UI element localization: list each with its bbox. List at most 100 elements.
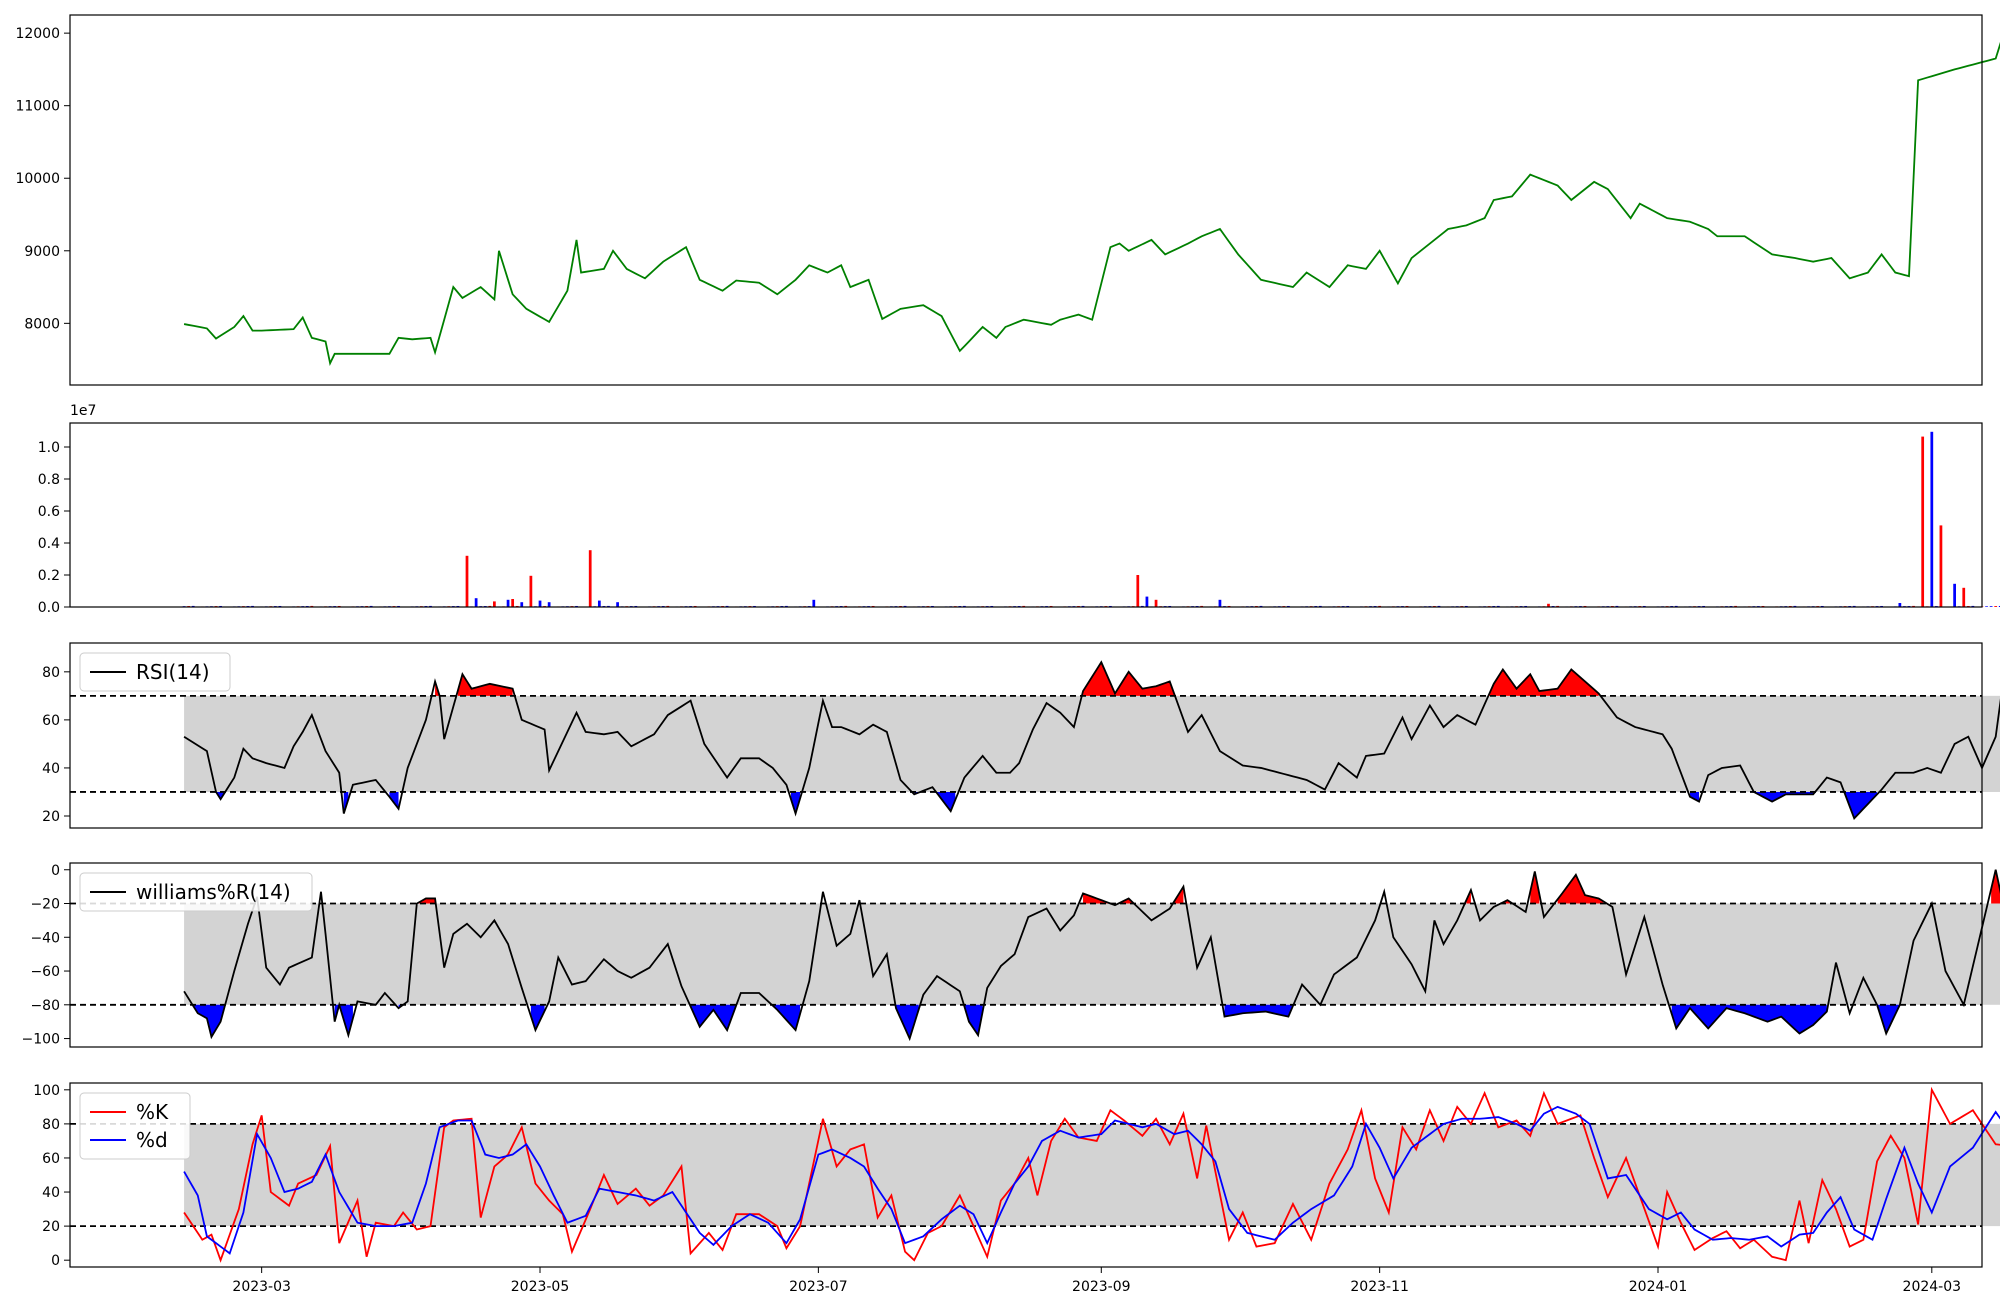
williams-legend-box <box>79 872 313 912</box>
williams-oversold-fill-6 <box>895 1004 919 1039</box>
rsi-ytick-label-0: 20 <box>42 809 60 825</box>
volume-bar-381 <box>1921 436 1925 607</box>
williams-panel: 0 −20 −40 −60 −80 −100 williams%R(14) <box>22 862 2000 1048</box>
rsi-panel: 20 40 60 80 RSI(14) <box>42 642 2000 829</box>
williams-line <box>183 869 2000 1042</box>
stoch-ytick-label-3: 60 <box>42 1151 60 1167</box>
williams-ytick-label-5: −100 <box>22 1032 60 1048</box>
rsi-overbought-fill-0 <box>435 681 440 696</box>
stoch-legend-label-0: %K <box>136 1100 169 1124</box>
price-ytick-label-3: 11000 <box>15 99 60 115</box>
volume-bar-397 <box>1994 606 1998 607</box>
stoch-ytick-label-0: 0 <box>51 1253 60 1269</box>
stoch-ytick-label-1: 20 <box>42 1219 60 1235</box>
williams-overbought-fill-7 <box>1557 874 1604 904</box>
volume-bar-396 <box>1989 606 1993 607</box>
volume-bar-376 <box>1898 603 1902 607</box>
rsi-oversold-fill-3 <box>790 791 801 814</box>
williams-ytick-label-0: 0 <box>51 863 60 879</box>
x-tick-label-5: 2024-01 <box>1629 1279 1688 1295</box>
williams-overbought-fill-8 <box>1991 869 2000 904</box>
x-tick-label-4: 2023-11 <box>1350 1279 1409 1295</box>
stoch-frame <box>69 1082 1983 1268</box>
volume-ytick-label-1: 0.2 <box>38 568 60 584</box>
rsi-legend-label: RSI(14) <box>136 660 210 684</box>
rsi-oversold-fill-0 <box>216 791 226 800</box>
price-ytick-label-0: 8000 <box>24 316 60 332</box>
date-axis: 2023-03 2023-05 2023-07 2023-09 2023-11 2024-… <box>232 1267 1961 1295</box>
volume-bar-213 <box>1154 599 1158 607</box>
williams-ytick-label-3: −60 <box>30 964 60 980</box>
williams-ytick-label-4: −80 <box>30 998 60 1014</box>
williams-oversold-fill-10 <box>1877 1004 1900 1034</box>
williams-frame <box>69 862 1983 1048</box>
stoch-series-0 <box>183 1086 2000 1263</box>
williams-legend: williams%R(14) <box>79 872 313 912</box>
price-ytick-label-2: 10000 <box>15 171 60 187</box>
rsi-ytick-label-1: 40 <box>42 761 60 777</box>
price-frame <box>69 14 1983 386</box>
stoch-ytick-label-5: 100 <box>33 1083 60 1099</box>
stoch-legend: %K %d <box>79 1092 191 1160</box>
volume-bar-398 <box>1998 605 2000 607</box>
price-panel: 8000 9000 10000 11000 12000 <box>15 14 2000 386</box>
volume-frame <box>69 422 1983 608</box>
volume-bar-227 <box>1218 599 1222 607</box>
stochastic-panel: 0 20 40 60 80 100 %K %d <box>33 1082 2000 1269</box>
price-ytick-label-4: 12000 <box>15 26 60 42</box>
volume-bar-390 <box>1962 587 1966 607</box>
price-line <box>183 41 2000 367</box>
stoch-ytick-label-2: 40 <box>42 1185 60 1201</box>
x-tick-label-6: 2024-03 <box>1903 1279 1962 1295</box>
rsi-overbought-fill-1 <box>457 674 513 696</box>
volume-bar-71 <box>506 599 510 607</box>
volume-bar-64 <box>474 598 478 607</box>
rsi-line <box>183 660 2000 821</box>
price-ytick-label-1: 9000 <box>24 244 60 260</box>
volume-ytick-label-5: 1.0 <box>38 440 60 456</box>
volume-bar-72 <box>511 599 515 607</box>
rsi-ytick-label-2: 60 <box>42 713 60 729</box>
volume-bar-78 <box>538 600 542 607</box>
x-tick-label-0: 2023-03 <box>232 1279 291 1295</box>
volume-bar-138 <box>812 599 816 607</box>
stoch-legend-box <box>79 1092 191 1160</box>
volume-bar-76 <box>529 575 533 607</box>
williams-overbought-fill-0 <box>416 898 436 904</box>
volume-bar-388 <box>1953 583 1956 607</box>
williams-legend-label: williams%R(14) <box>136 880 291 904</box>
volume-bar-80 <box>547 602 551 607</box>
rsi-band <box>184 695 2000 792</box>
williams-ytick-label-1: −20 <box>30 897 60 913</box>
rsi-oversold-fill-6 <box>1689 791 1700 802</box>
williams-oversold-fill-7 <box>964 1004 983 1036</box>
volume-scale-label: 1e7 <box>70 403 96 419</box>
volume-bar-395 <box>1985 606 1988 607</box>
rsi-frame <box>69 642 1983 829</box>
volume-bar-89 <box>588 550 592 607</box>
x-tick-label-3: 2023-09 <box>1072 1279 1131 1295</box>
volume-ytick-label-4: 0.8 <box>38 472 60 488</box>
volume-panel: 0.0 0.2 0.4 0.6 0.8 1.0 1e7 <box>38 403 2000 616</box>
stoch-series-1 <box>183 1105 2000 1255</box>
x-tick-label-1: 2023-05 <box>511 1279 570 1295</box>
volume-bar-74 <box>520 602 524 607</box>
volume-bar-211 <box>1145 596 1149 607</box>
rsi-oversold-fill-8 <box>1845 791 1878 819</box>
volume-bar-91 <box>597 600 601 607</box>
williams-band <box>184 903 2000 1005</box>
volume-ytick-label-2: 0.4 <box>38 536 60 552</box>
rsi-legend: RSI(14) <box>79 652 231 692</box>
volume-bar-299 <box>1547 603 1550 607</box>
volume-ytick-label-3: 0.6 <box>38 504 60 520</box>
volume-ytick-label-0: 0.0 <box>38 600 60 616</box>
rsi-ytick-label-3: 80 <box>42 665 60 681</box>
stoch-legend-label-1: %d <box>136 1128 168 1152</box>
volume-bar-62 <box>465 555 469 607</box>
x-tick-label-2: 2023-07 <box>789 1279 848 1295</box>
williams-ytick-label-2: −40 <box>30 930 60 946</box>
williams-overbought-fill-6 <box>1530 871 1540 904</box>
stoch-ytick-label-4: 80 <box>42 1117 60 1133</box>
rsi-oversold-fill-5 <box>937 791 956 812</box>
